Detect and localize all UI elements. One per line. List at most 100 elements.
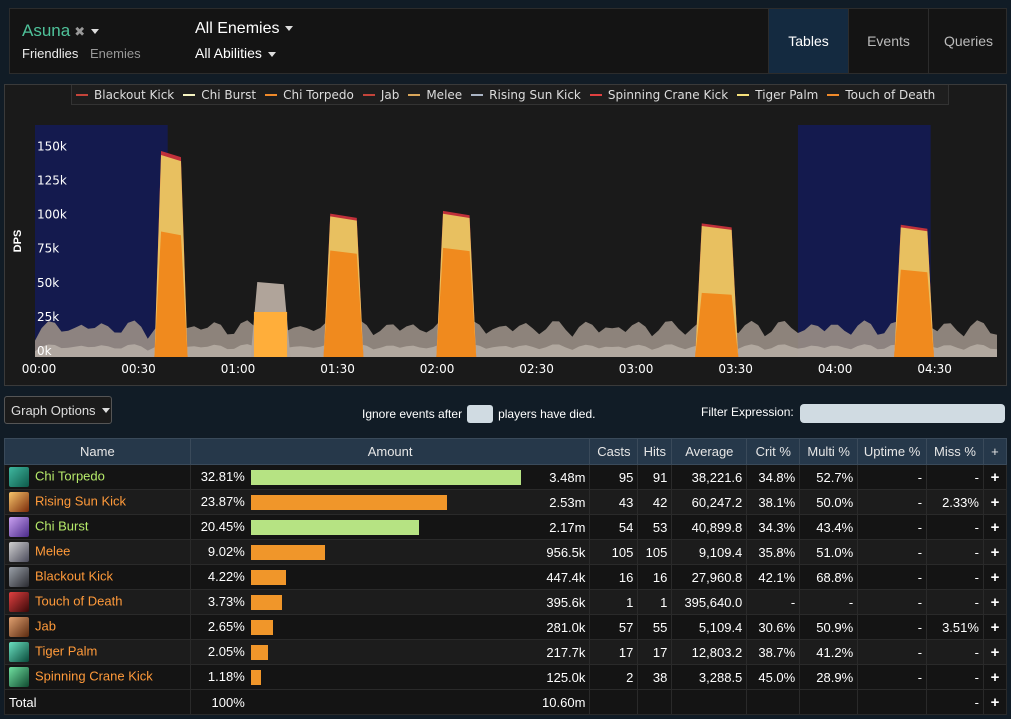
row-add-button[interactable]: + [982,514,1008,540]
legend-item[interactable]: Touch of Death [827,88,935,102]
legend-item[interactable]: Chi Burst [183,88,256,102]
legend-item[interactable]: Tiger Palm [737,88,818,102]
clear-player-icon[interactable]: ✖ [74,24,86,39]
player-selector[interactable]: Asuna ✖ [22,21,100,41]
table-row[interactable]: Touch of Death 3.73% 395.6k 1 1 395,640.0- - - -… [4,589,1008,615]
table-row[interactable]: Tiger Palm 2.05% 217.7k 17 17 12,803.2 38.7% 41… [4,639,1008,665]
col-multi[interactable]: Multi % [799,438,859,465]
multi-value: 28.9% [799,664,859,690]
ignore-events-control: Ignore events after players have died. [362,405,595,423]
col-add[interactable]: + [982,438,1008,465]
ability-name-cell[interactable]: Touch of Death [4,589,191,615]
ability-name: Chi Burst [35,518,89,534]
tab-queries[interactable]: Queries [928,9,1008,73]
x-tick-label: 00:30 [121,362,156,376]
table-row[interactable]: Spinning Crane Kick 1.18% 125.0k 2 38 3,288.5… [4,664,1008,690]
average-value: 40,899.8 [671,514,748,540]
miss-value: - [926,564,984,590]
hits-value: 105 [637,539,673,565]
ability-name-cell[interactable]: Chi Torpedo [4,464,191,490]
legend-swatch [471,93,484,96]
legend-label: Melee [426,87,463,102]
row-add-button[interactable]: + [982,664,1008,690]
table-row[interactable]: Blackout Kick 4.22% 447.4k 16 16 27,960.8 42.1… [4,564,1008,590]
average-value: 60,247.2 [671,489,748,515]
legend-item[interactable]: Chi Torpedo [265,88,354,102]
ability-name-cell[interactable]: Rising Sun Kick [4,489,191,515]
ability-name: Jab [35,618,56,634]
ability-name-cell[interactable]: Jab [4,614,191,640]
col-uptime[interactable]: Uptime % [857,438,928,465]
total-amount: 10.60m [542,695,586,710]
ability-name-cell[interactable]: Tiger Palm [4,639,191,665]
ability-name-cell[interactable]: Blackout Kick [4,564,191,590]
row-add-button[interactable]: + [982,639,1008,665]
graph-options-button[interactable]: Graph Options [4,396,112,424]
filter-expression-input[interactable] [800,404,1005,423]
row-add-button[interactable]: + [982,564,1008,590]
crit-value: 34.3% [746,514,801,540]
average-value: 38,221.6 [671,464,748,490]
miss-value: - [926,464,984,490]
row-add-button[interactable]: + [982,614,1008,640]
ignore-count-input[interactable] [467,405,494,423]
ability-name-cell[interactable]: Melee [4,539,191,565]
legend-label: Rising Sun Kick [489,87,581,102]
chart-legend: Blackout Kick Chi Burst Chi Torpedo Jab Mele… [71,85,950,105]
ability-name-cell[interactable]: Chi Burst [4,514,191,540]
col-name[interactable]: Name [4,438,191,465]
tab-tables[interactable]: Tables [768,9,848,73]
amount-bar [250,495,447,511]
chevron-down-icon [101,407,110,413]
row-add-button[interactable]: + [982,539,1008,565]
multi-value: 50.9% [799,614,859,640]
row-add-button[interactable]: + [982,489,1008,515]
legend-item[interactable]: Rising Sun Kick [471,88,581,102]
ability-selector[interactable]: All Abilities [195,45,276,61]
amount-cell: 2.05% 217.7k [189,639,591,665]
col-casts[interactable]: Casts [589,438,639,465]
miss-value: 3.51% [926,614,984,640]
burst-chi-torpedo-area [436,247,477,357]
hits-value: 38 [637,664,673,690]
legend-item[interactable]: Blackout Kick [76,88,174,102]
ability-name: Chi Torpedo [35,468,105,484]
dps-graph[interactable]: DPS 0k 25k 50k 75k 100k 125k 150k 00:00 00:30 01:0… [4,84,1007,386]
multi-value: 68.8% [799,564,859,590]
legend-item[interactable]: Jab [362,88,399,102]
table-row[interactable]: Rising Sun Kick 23.87% 2.53m 43 42 60,247.2 38… [4,489,1008,515]
enemies-link[interactable]: Enemies [89,46,141,61]
amount-value: 125.0k [546,670,586,685]
col-average[interactable]: Average [671,438,748,465]
ability-name-cell[interactable]: Spinning Crane Kick [4,664,191,690]
average-value: 9,109.4 [671,539,748,565]
tab-events[interactable]: Events [848,9,928,73]
amount-bar [250,595,282,611]
legend-label: Tiger Palm [755,87,819,102]
legend-item[interactable]: Spinning Crane Kick [589,88,728,102]
col-miss[interactable]: Miss % [926,438,984,465]
row-add-button[interactable]: + [982,464,1008,490]
filter-expression-label: Filter Expression: [701,405,794,419]
amount-cell: 23.87% 2.53m [189,489,591,515]
casts-value: 54 [589,514,639,540]
col-amount[interactable]: Amount [189,438,591,465]
legend-swatch [76,93,88,96]
amount-pct: 1.18% [207,668,245,684]
chevron-down-icon [267,51,276,57]
target-selector[interactable]: All Enemies [195,20,294,38]
col-hits[interactable]: Hits [637,438,673,465]
legend-item[interactable]: Melee [408,88,462,102]
target-label: All Enemies [195,20,280,37]
table-row[interactable]: Chi Torpedo 32.81% 3.48m 95 91 38,221.6 34.8% 5… [4,464,1008,490]
amount-pct: 23.87% [200,493,245,509]
total-add-button[interactable]: + [982,689,1008,715]
col-crit[interactable]: Crit % [746,438,801,465]
table-row[interactable]: Jab 2.65% 281.0k 57 55 5,109.4 30.6% 50.9% -3.51… [4,614,1008,640]
row-add-button[interactable]: + [982,589,1008,615]
friendlies-link[interactable]: Friendlies [22,46,79,61]
table-row[interactable]: Melee 9.02% 956.5k 105 105 9,109.4 35.8% 51.0% -… [4,539,1008,565]
table-row[interactable]: Chi Burst 20.45% 2.17m 54 53 40,899.8 34.3% 43.… [4,514,1008,540]
dps-chart[interactable]: DPS 0k 25k 50k 75k 100k 125k 150k 00:00 00:30 01:0… [5,85,1008,387]
miss-value: - [926,664,984,690]
